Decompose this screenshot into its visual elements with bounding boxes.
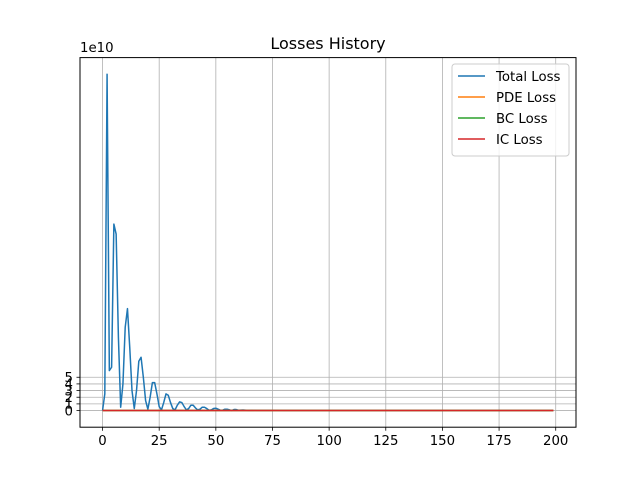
legend-label: PDE Loss <box>496 91 556 106</box>
x-tick-label: 200 <box>543 434 568 449</box>
x-tick-label: 150 <box>430 434 455 449</box>
x-tick-label: 175 <box>486 434 511 449</box>
y-tick-label: 0 <box>65 404 73 419</box>
x-tick-label: 125 <box>373 434 398 449</box>
y-offset-label: 1e10 <box>80 41 114 56</box>
axes-frame <box>79 57 577 428</box>
series-lines <box>101 73 554 412</box>
x-tick-label: 100 <box>316 434 341 449</box>
x-tick-label: 0 <box>98 434 106 449</box>
legend-box <box>451 63 570 157</box>
x-axis-ticks: 0 25 50 75 100 125 150 175 200 <box>98 427 568 449</box>
chart-title: Losses History <box>270 34 385 53</box>
x-tick-label: 25 <box>151 434 168 449</box>
x-tick-label: 75 <box>264 434 281 449</box>
legend-label: IC Loss <box>496 133 543 148</box>
y-tick-label: 4 <box>65 378 73 393</box>
legend-label: Total Loss <box>495 70 561 85</box>
x-tick-label: 50 <box>207 434 224 449</box>
y-tick-label: 1 <box>65 398 73 413</box>
series-line-total-loss <box>101 73 554 412</box>
y-tick-label: 3 <box>65 384 73 399</box>
y-tick-label: 5 <box>65 371 73 386</box>
legend: Total Loss PDE Loss BC Loss IC Loss <box>451 63 570 157</box>
legend-label: BC Loss <box>496 112 548 127</box>
y-tick-label: 2 <box>65 391 73 406</box>
